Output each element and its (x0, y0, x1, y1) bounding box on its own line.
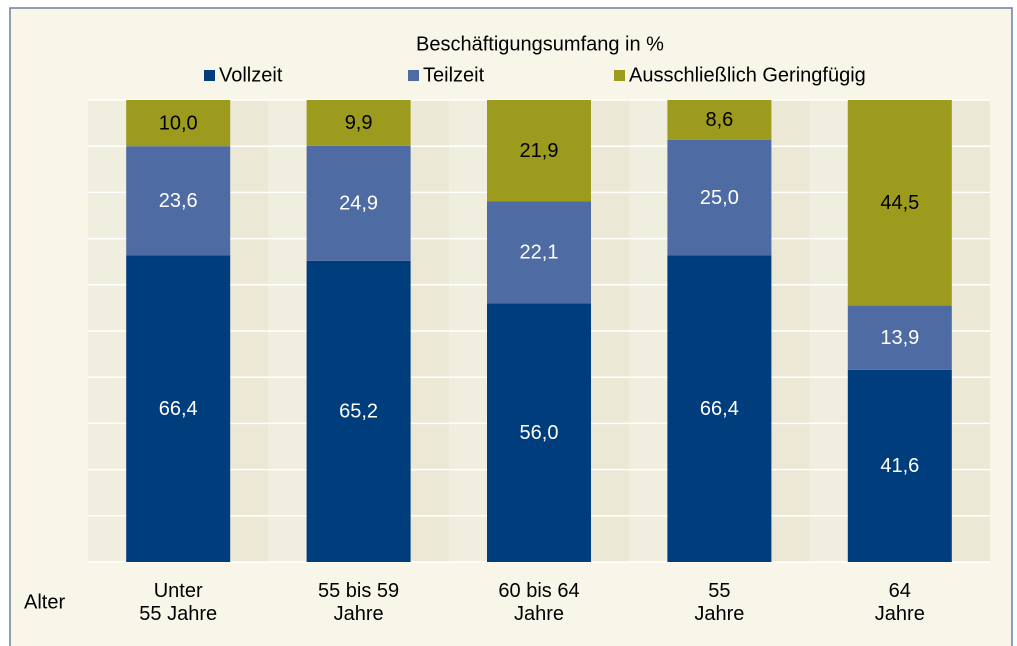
value-label: 13,9 (880, 327, 919, 349)
bar-segment (126, 146, 231, 256)
x-axis-label: Alter (24, 591, 65, 613)
legend-swatch (408, 70, 419, 81)
value-label: 56,0 (520, 422, 559, 444)
value-label: 9,9 (345, 112, 373, 134)
x-tick-label: 55 Jahre (694, 580, 745, 625)
value-label: 21,9 (520, 140, 559, 162)
legend-label: Vollzeit (219, 64, 283, 86)
value-label: 25,0 (700, 187, 739, 209)
bar-segment (126, 100, 231, 147)
bar-segment (306, 100, 411, 146)
value-label: 66,4 (159, 398, 198, 420)
bar-segment (847, 100, 952, 306)
x-tick-label: Unter 55 Jahre (139, 580, 218, 625)
value-label: 10,0 (159, 112, 198, 134)
bar-segment (487, 100, 591, 202)
value-label: 8,6 (705, 109, 733, 131)
legend-swatch (614, 70, 625, 81)
legend-label: Ausschließlich Geringfügig (629, 64, 866, 86)
value-label: 23,6 (159, 190, 198, 212)
bar-segment (126, 255, 231, 562)
bar-segment (487, 303, 591, 562)
value-label: 24,9 (339, 193, 378, 215)
value-label: 22,1 (520, 242, 559, 264)
bar-segment (487, 201, 591, 304)
value-label: 65,2 (339, 401, 378, 423)
legend-swatch (204, 70, 215, 81)
bar-segment (306, 260, 411, 562)
bar-segment (667, 255, 772, 562)
legend-label: Teilzeit (423, 64, 485, 86)
x-tick-label: 64 Jahre (874, 580, 925, 625)
bar-segment (847, 369, 952, 562)
value-label: 41,6 (880, 455, 919, 477)
value-label: 44,5 (880, 192, 919, 214)
value-label: 66,4 (700, 398, 739, 420)
x-tick-label: 60 bis 64 Jahre (498, 580, 580, 625)
x-tick-label: 55 bis 59 Jahre (318, 580, 400, 625)
legend-title: Beschäftigungsumfang in % (416, 33, 664, 55)
bar-segment (667, 139, 772, 256)
bar-segment (306, 145, 411, 261)
bar-segment (847, 305, 952, 370)
bar-segment (667, 100, 772, 140)
